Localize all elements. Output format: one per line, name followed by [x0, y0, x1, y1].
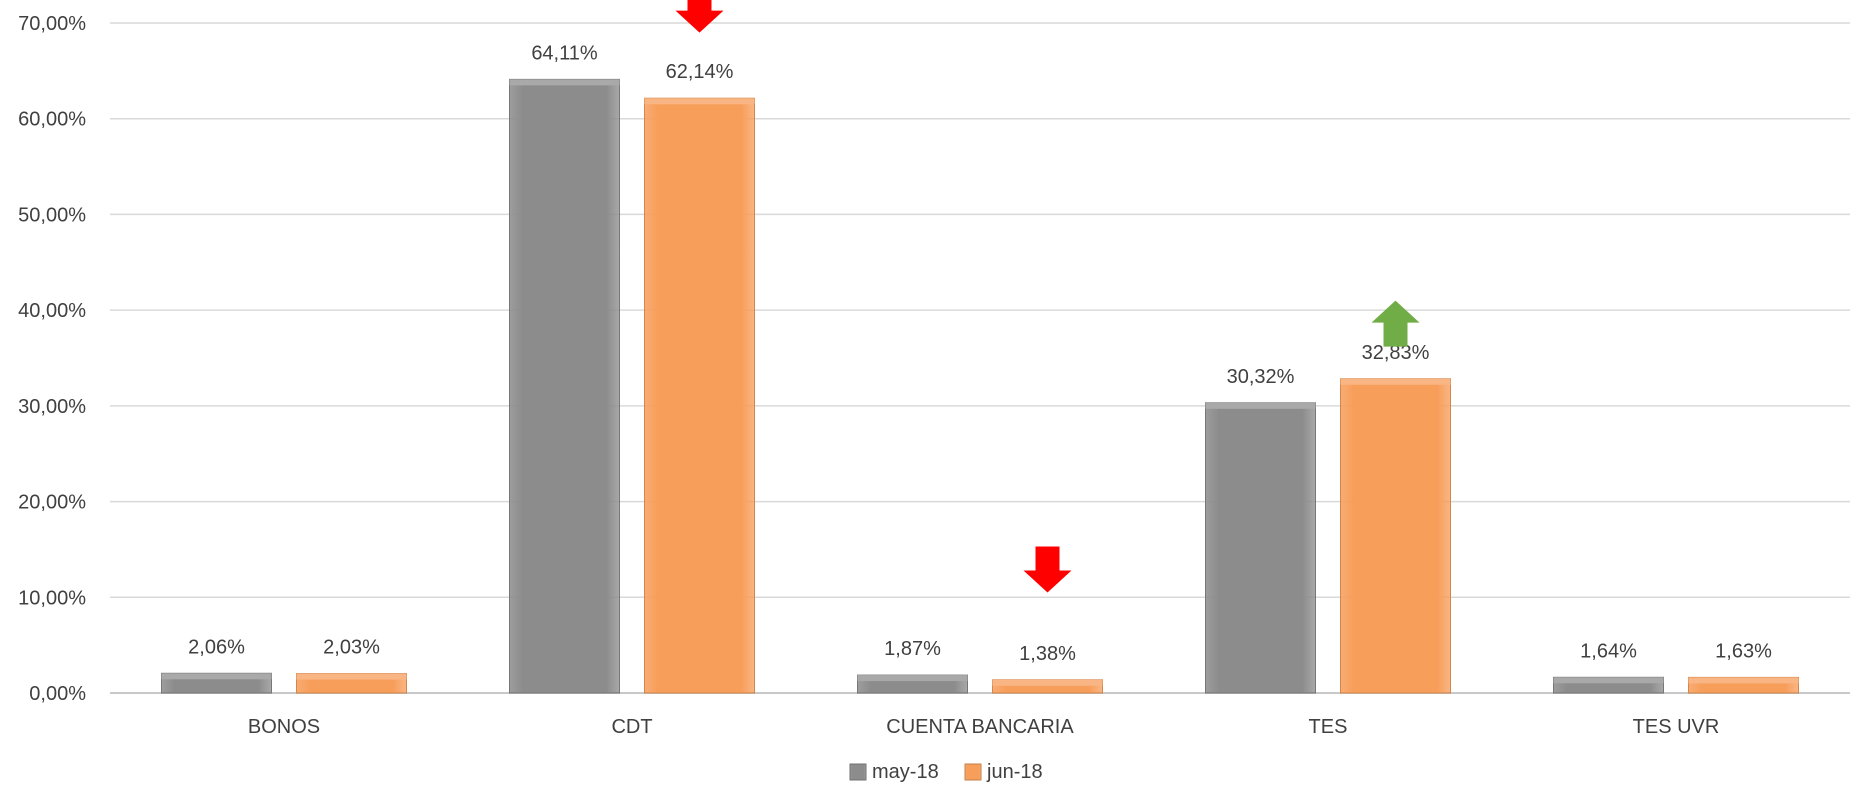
- arrow-down-icon-cuenta-bancaria: [1023, 546, 1072, 593]
- x-tick-label-tes: TES: [1309, 716, 1348, 738]
- bar-cuenta-bancaria-may-18: [857, 674, 968, 694]
- data-label-cuenta-bancaria-may-18: 1,87%: [884, 638, 941, 660]
- bar-tes-uvr-jun-18: [1688, 676, 1799, 694]
- data-label-bonos-may-18: 2,06%: [188, 636, 245, 658]
- bar-tes-may-18: [1205, 402, 1316, 694]
- legend: may-18 jun-18: [849, 761, 1043, 783]
- bar-cdt-may-18: [509, 78, 620, 694]
- bar-cdt-jun-18: [644, 97, 755, 694]
- bars: [161, 78, 1799, 694]
- legend-swatch: [964, 763, 982, 781]
- y-tick-label: 30,00%: [18, 396, 86, 418]
- data-label-tes-uvr-jun-18: 1,63%: [1715, 640, 1772, 662]
- data-label-tes-jun-18: 32,83%: [1362, 342, 1430, 364]
- legend-swatch: [849, 763, 867, 781]
- legend-item-jun-18: jun-18: [964, 761, 1043, 783]
- x-axis: BONOS CDT CUENTA BANCARIA TES TES UVR: [248, 716, 1719, 738]
- bar-bonos-may-18: [161, 672, 272, 694]
- arrow-down-icon-cdt: [675, 0, 724, 33]
- data-label-tes-uvr-may-18: 1,64%: [1580, 640, 1637, 662]
- y-tick-label: 50,00%: [18, 204, 86, 226]
- y-axis: 0,00% 10,00% 20,00% 30,00% 40,00% 50,00% 60,00…: [18, 13, 1850, 705]
- annotations: [675, 0, 1420, 593]
- bar-tes-uvr-may-18: [1553, 676, 1664, 694]
- legend-label: may-18: [872, 761, 939, 783]
- y-tick-label: 0,00%: [29, 683, 86, 705]
- legend-item-may-18: may-18: [849, 761, 939, 783]
- x-tick-label-tes-uvr: TES UVR: [1633, 716, 1720, 738]
- y-tick-label: 40,00%: [18, 300, 86, 322]
- data-label-bonos-jun-18: 2,03%: [323, 637, 380, 659]
- data-label-tes-may-18: 30,32%: [1227, 366, 1295, 388]
- data-label-cdt-may-18: 64,11%: [531, 42, 598, 64]
- x-tick-label-cuenta-bancaria: CUENTA BANCARIA: [886, 716, 1074, 738]
- x-tick-label-cdt: CDT: [611, 716, 652, 738]
- bar-tes-jun-18: [1340, 378, 1451, 694]
- legend-label: jun-18: [986, 761, 1043, 783]
- gridlines: [110, 22, 1850, 599]
- bar-bonos-jun-18: [296, 673, 407, 694]
- y-tick-label: 10,00%: [18, 587, 86, 609]
- arrow-up-icon-tes: [1371, 300, 1420, 347]
- y-tick-label: 20,00%: [18, 492, 86, 514]
- bar-cuenta-bancaria-jun-18: [992, 679, 1103, 694]
- data-label-cuenta-bancaria-jun-18: 1,38%: [1019, 643, 1076, 665]
- y-tick-label: 70,00%: [18, 13, 86, 35]
- y-tick-label: 60,00%: [18, 109, 86, 131]
- data-labels: 2,06% 2,03% 64,11% 62,14% 1,87% 1,38% 30,32% 32…: [188, 42, 1772, 664]
- data-label-cdt-jun-18: 62,14%: [666, 61, 734, 83]
- x-tick-label-bonos: BONOS: [248, 716, 320, 738]
